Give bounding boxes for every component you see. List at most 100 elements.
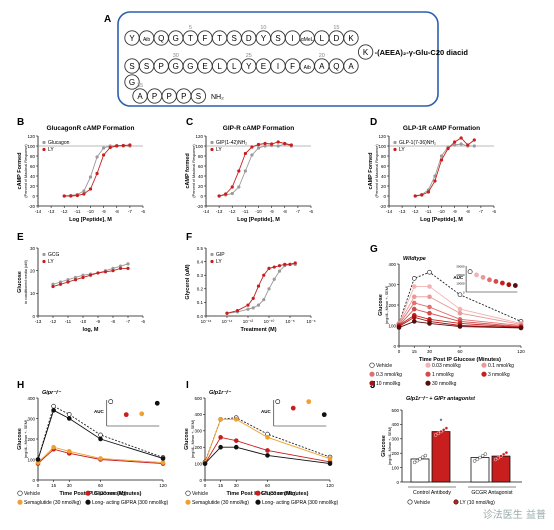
legend-label: LY (30 nmol/kg) (262, 491, 297, 497)
residue-circle (190, 88, 207, 104)
x-tick-label: -10 (80, 319, 87, 324)
series-line (218, 141, 292, 197)
residue-r1-8: S (226, 30, 242, 46)
y-tick-label: 400 (27, 396, 35, 401)
legend-label: Long- acting GIPRA (300 nmol/kg) (262, 500, 338, 506)
data-point (262, 298, 266, 302)
x-tick-label: -6 (141, 319, 145, 324)
data-point (262, 273, 266, 277)
legend-marker (210, 140, 214, 145)
legend-g: Vehicle 0.03 nmol/kg 0.1 nmol/kg 0.3 nmol/k… (369, 362, 514, 387)
legend-marker (425, 380, 431, 386)
bar-dot (439, 429, 443, 434)
chart-subtitle: Gipr⁻/⁻ (42, 390, 62, 396)
y-tick-label: 100 (194, 461, 202, 466)
data-point (263, 141, 267, 146)
inset-y-tick-label: 10000 (456, 282, 465, 286)
data-point (270, 142, 274, 146)
data-point (225, 311, 229, 315)
x-tick-label: 15 (218, 483, 224, 488)
residue-number: 35 (137, 83, 143, 89)
residue-r2-11: I (270, 58, 286, 74)
y-tick-label: 300 (388, 282, 396, 287)
y-tick-label: 80 (30, 154, 36, 159)
y-tick-label: 0 (32, 478, 35, 483)
inset-label: AUC (453, 275, 463, 280)
panel-h: H Gipr⁻/⁻ 0 100 200 300 400 0 15 30 60 120 Time Post… (17, 380, 167, 497)
residue-label: S (129, 62, 134, 71)
residue-label: F (290, 62, 295, 71)
x-tick-label: -13 (399, 209, 406, 214)
x-tick-label: -12 (61, 209, 68, 214)
group-label: GCGR Antagonist (471, 490, 513, 496)
data-point (66, 416, 72, 421)
inset-point (467, 269, 473, 275)
y-tick-label: 80 (198, 154, 204, 159)
panel-b: B GlucagonR cAMP Formation -20 0 20 40 60 80 100… (17, 117, 145, 223)
y-tick-label: 80 (381, 154, 387, 159)
bar-dot (472, 459, 477, 463)
x-tick-label: -11 (65, 319, 72, 324)
y-axis-sublabel: (mg/dL, Mean +- SEM) (388, 426, 392, 465)
bar-dot (493, 457, 498, 462)
y-tick-label: 20 (30, 184, 36, 189)
data-point (73, 278, 78, 282)
data-point (265, 435, 270, 440)
x-tick-label: 120 (517, 349, 525, 354)
panel-letter: E (17, 232, 24, 243)
series-line (64, 144, 130, 197)
y-tick-label: 0.5 (197, 246, 204, 251)
data-point (75, 193, 79, 198)
residue-label: E (202, 62, 207, 71)
residue-label: P (167, 92, 172, 101)
data-point (218, 417, 223, 422)
y-axis-label: Glucose (17, 428, 23, 450)
data-point (82, 189, 86, 193)
data-point (233, 417, 239, 422)
data-point (272, 265, 276, 269)
residue-r2-16: A (343, 58, 359, 74)
legend-label: Vehicle (414, 500, 430, 506)
x-tick-label: -9 (453, 209, 457, 214)
y-axis-label: cAMP formed (185, 153, 191, 188)
data-point (102, 146, 106, 150)
residue-r1-15: D (328, 30, 345, 46)
legend-marker (185, 499, 191, 505)
data-point (427, 284, 432, 289)
legend-label: Semaglutide (30 nmol/kg) (192, 500, 249, 506)
legend-label: LY (216, 147, 222, 153)
y-tick-label: 200 (391, 451, 399, 456)
x-axis-label: Treatment (M) (240, 327, 276, 333)
y-tick-label: 0.0 (197, 314, 204, 319)
data-point (256, 146, 261, 150)
residue-r1-9: D (241, 30, 257, 46)
x-tick-label: -13 (216, 209, 223, 214)
data-point (58, 282, 63, 286)
panel-letter: H (17, 380, 24, 391)
y-tick-label: 100 (391, 465, 399, 470)
data-point (446, 146, 450, 151)
legend-marker (481, 371, 487, 377)
bar-dot (418, 457, 422, 461)
residue-r2-1: S (124, 58, 140, 74)
data-point (115, 144, 119, 148)
data-point (411, 319, 417, 324)
y-axis-sublabel: (Percent of Maximal Response) (375, 144, 379, 198)
panel-letter: C (186, 117, 193, 128)
residue-r2-6: E (197, 58, 213, 74)
data-point (453, 140, 457, 144)
x-tick-label: -7 (479, 209, 483, 214)
bar-dot (415, 458, 419, 463)
data-point (289, 143, 293, 147)
bar-dot (433, 433, 438, 437)
residue-r1-3: Q (153, 30, 169, 46)
data-point (121, 143, 125, 148)
series-line (415, 143, 475, 197)
residue-number: 25 (246, 53, 252, 59)
residue-r4-1: A (132, 88, 148, 104)
legend-marker (255, 490, 261, 496)
inset-point (321, 412, 327, 418)
residue-circle (124, 74, 140, 90)
